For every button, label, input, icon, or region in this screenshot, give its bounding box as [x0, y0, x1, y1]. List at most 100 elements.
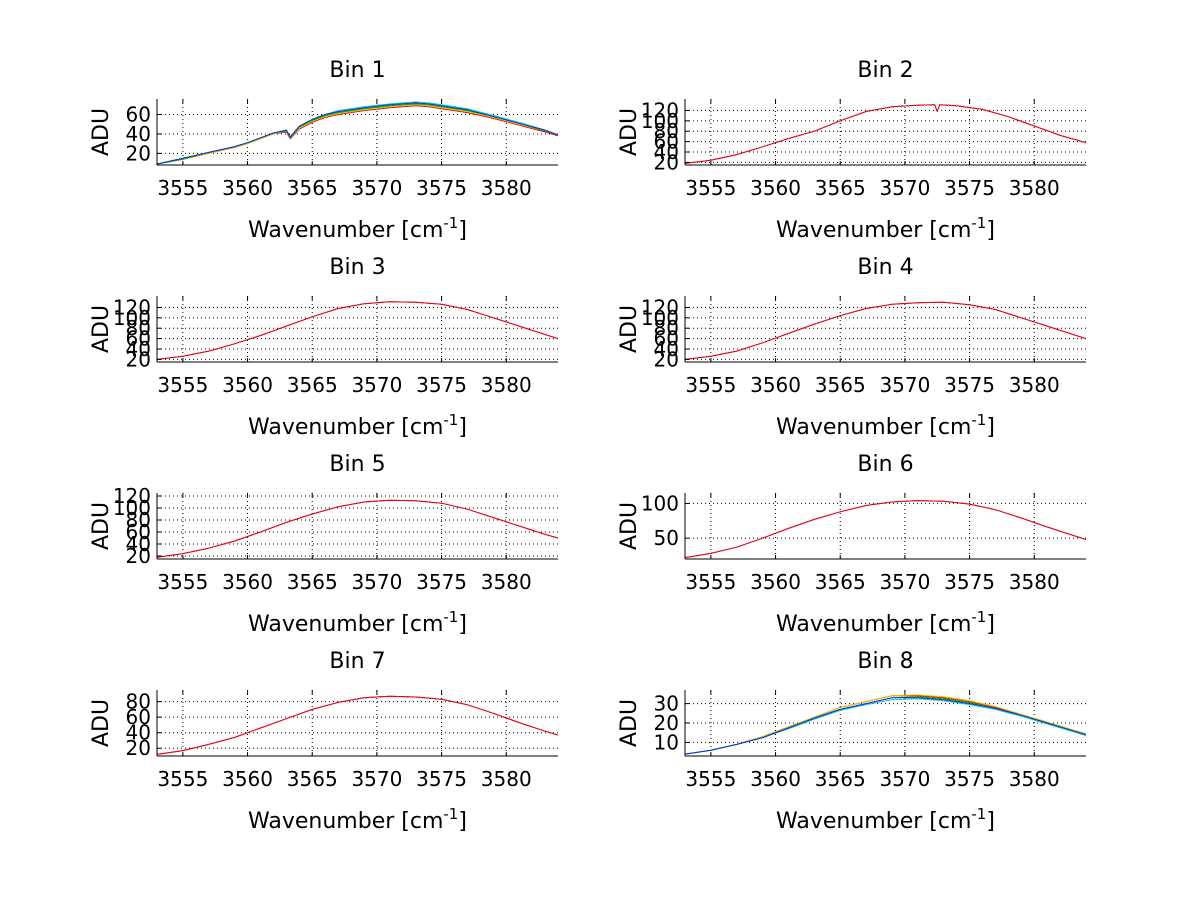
x-tick-label: 3580 — [1009, 570, 1060, 594]
x-tick-label: 3560 — [222, 176, 273, 200]
x-tick-label: 3570 — [351, 373, 402, 397]
subplot-title: Bin 4 — [857, 255, 913, 280]
series-line-yellow — [685, 694, 1086, 755]
y-axis-label: ADU — [617, 305, 642, 353]
x-axis-label-main: Wavenumber [cm — [248, 218, 443, 243]
series-line-blue — [685, 500, 1086, 559]
x-tick-label: 3565 — [815, 570, 866, 594]
series-line-yellow — [157, 104, 558, 165]
x-axis-label-superscript: -1 — [443, 805, 458, 823]
x-tick-label: 3560 — [222, 570, 273, 594]
x-tick-label: 3565 — [287, 570, 338, 594]
x-tick-label: 3570 — [879, 570, 930, 594]
y-tick-label: 20 — [126, 544, 151, 568]
series-line-red — [685, 301, 1086, 360]
x-axis-label-superscript: -1 — [443, 608, 458, 626]
y-tick-label: 20 — [654, 347, 679, 371]
series-line-red — [685, 695, 1086, 755]
y-tick-label: 80 — [654, 316, 679, 340]
x-tick-label: 3560 — [222, 373, 273, 397]
x-tick-label: 3555 — [685, 176, 736, 200]
x-tick-label: 3565 — [815, 767, 866, 791]
x-tick-label: 3565 — [815, 373, 866, 397]
y-tick-label: 120 — [641, 98, 679, 122]
y-tick-label: 120 — [113, 295, 151, 319]
x-axis-label-main: Wavenumber [cm — [248, 612, 443, 637]
x-axis-label: Wavenumber [cm-1] — [248, 805, 467, 834]
x-tick-label: 3570 — [351, 176, 402, 200]
y-tick-label: 40 — [126, 721, 151, 745]
x-tick-label: 3570 — [879, 176, 930, 200]
y-tick-label: 80 — [654, 119, 679, 143]
x-tick-label: 3575 — [416, 176, 467, 200]
series-line-blue — [157, 499, 558, 558]
y-axis-label: ADU — [617, 699, 642, 747]
x-tick-label: 3555 — [157, 176, 208, 200]
x-tick-label: 3570 — [351, 767, 402, 791]
x-tick-label: 3570 — [351, 570, 402, 594]
y-tick-label: 30 — [654, 692, 679, 716]
y-axis-label: ADU — [617, 502, 642, 550]
x-tick-label: 3575 — [416, 373, 467, 397]
y-tick-label: 60 — [126, 520, 151, 544]
x-tick-label: 3575 — [944, 176, 995, 200]
y-tick-label: 40 — [126, 337, 151, 361]
x-tick-label: 3565 — [287, 176, 338, 200]
x-axis-label-suffix: ] — [986, 218, 995, 243]
x-axis-label-main: Wavenumber [cm — [776, 612, 971, 637]
y-axis-label: ADU — [617, 108, 642, 156]
x-tick-label: 3565 — [815, 176, 866, 200]
y-tick-label: 20 — [654, 711, 679, 735]
x-axis-label-main: Wavenumber [cm — [776, 809, 971, 834]
y-axis-label: ADU — [89, 108, 114, 156]
y-tick-label: 40 — [126, 532, 151, 556]
subplot-title: Bin 5 — [329, 452, 385, 477]
x-tick-label: 3580 — [481, 767, 532, 791]
y-tick-label: 100 — [641, 306, 679, 330]
y-tick-label: 10 — [654, 730, 679, 754]
x-axis-label-suffix: ] — [458, 218, 467, 243]
x-axis-label-main: Wavenumber [cm — [776, 218, 971, 243]
x-axis-label: Wavenumber [cm-1] — [776, 805, 995, 834]
x-tick-label: 3560 — [750, 570, 801, 594]
x-axis-label: Wavenumber [cm-1] — [776, 411, 995, 440]
series-line-blue — [157, 301, 558, 360]
y-tick-label: 60 — [654, 327, 679, 351]
x-tick-label: 3565 — [287, 373, 338, 397]
series-line-blue — [685, 301, 1086, 360]
y-tick-label: 20 — [126, 141, 151, 165]
y-tick-label: 40 — [654, 337, 679, 361]
y-tick-label: 40 — [126, 122, 151, 146]
y-tick-label: 100 — [641, 109, 679, 133]
subplot-title: Bin 3 — [329, 255, 385, 280]
x-tick-label: 3575 — [944, 570, 995, 594]
series-line-blue — [157, 695, 558, 755]
x-tick-label: 3560 — [750, 176, 801, 200]
y-tick-label: 20 — [126, 736, 151, 760]
x-axis-label-superscript: -1 — [971, 608, 986, 626]
x-tick-label: 3580 — [481, 176, 532, 200]
y-axis-label: ADU — [89, 502, 114, 550]
x-tick-label: 3560 — [750, 767, 801, 791]
y-tick-label: 120 — [113, 484, 151, 508]
series-group — [157, 695, 558, 755]
subplot-title: Bin 1 — [329, 58, 385, 83]
x-tick-label: 3555 — [157, 373, 208, 397]
series-line-cyan — [685, 698, 1086, 755]
y-tick-label: 60 — [654, 130, 679, 154]
x-axis-label-main: Wavenumber [cm — [248, 415, 443, 440]
x-tick-label: 3580 — [1009, 176, 1060, 200]
y-tick-label: 60 — [126, 103, 151, 127]
subplot-bin-4: Bin 4 3555 3560 3565 3570 3575 3580 20406080100… — [617, 255, 1086, 440]
x-axis-label-suffix: ] — [986, 809, 995, 834]
y-tick-label: 100 — [641, 491, 679, 515]
series-line-blue — [685, 697, 1086, 755]
x-axis-label-main: Wavenumber [cm — [776, 415, 971, 440]
y-tick-label: 80 — [126, 316, 151, 340]
series-line-blue — [157, 102, 558, 165]
series-group — [685, 301, 1086, 360]
